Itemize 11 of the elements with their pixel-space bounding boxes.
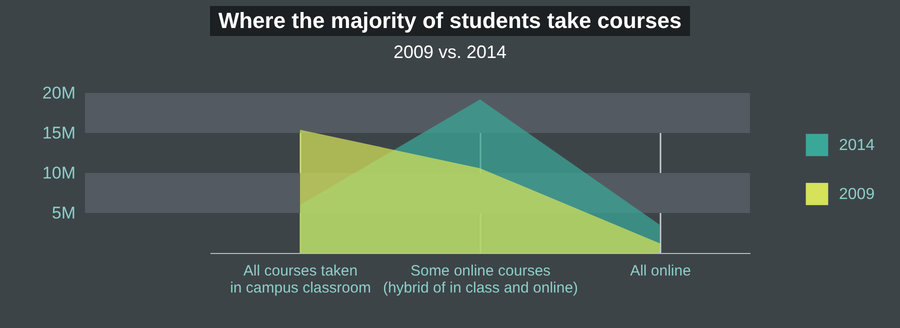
y-tick-label: 10M bbox=[42, 164, 76, 182]
y-tick-label: 20M bbox=[42, 84, 76, 102]
x-tick-label: All online bbox=[630, 262, 691, 280]
chart-subtitle: 2009 vs. 2014 bbox=[392, 42, 508, 63]
x-tick-label: All courses taken in campus classroom bbox=[230, 262, 371, 296]
y-tick-label: 15M bbox=[42, 124, 76, 142]
x-tick-label: Some online courses (hybrid of in class and online) bbox=[382, 262, 578, 296]
y-tick-label: 5M bbox=[52, 204, 76, 222]
legend-label: 2009 bbox=[839, 186, 875, 203]
chart-title: Where the majority of students take courses bbox=[210, 6, 690, 36]
legend-label: 2014 bbox=[839, 137, 875, 154]
